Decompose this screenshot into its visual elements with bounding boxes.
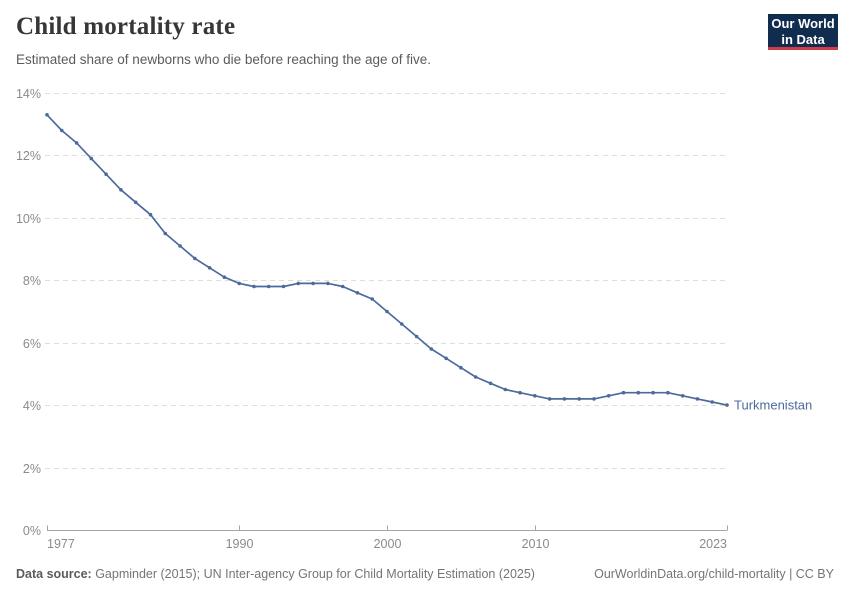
- y-tick-label: 12%: [16, 149, 41, 163]
- data-point[interactable]: [400, 322, 404, 326]
- y-tick-label: 6%: [23, 337, 41, 351]
- data-point[interactable]: [281, 284, 286, 289]
- data-point[interactable]: [193, 256, 197, 261]
- data-point[interactable]: [133, 200, 138, 205]
- y-tick-label: 4%: [23, 399, 41, 413]
- data-point[interactable]: [163, 231, 168, 236]
- data-point[interactable]: [266, 284, 271, 289]
- data-point[interactable]: [45, 113, 49, 117]
- data-point[interactable]: [340, 284, 345, 289]
- data-point[interactable]: [74, 141, 79, 145]
- data-point[interactable]: [385, 309, 389, 314]
- data-point[interactable]: [636, 390, 641, 395]
- x-tick-label: 1990: [226, 537, 254, 551]
- data-point[interactable]: [695, 397, 700, 401]
- data-source-text: Gapminder (2015); UN Inter-agency Group …: [91, 567, 535, 581]
- y-tick-label: 0%: [23, 524, 41, 538]
- chart-subtitle: Estimated share of newborns who die befo…: [16, 52, 431, 67]
- data-point[interactable]: [680, 394, 685, 398]
- data-point[interactable]: [444, 356, 448, 361]
- x-tick-label: 2000: [374, 537, 402, 551]
- x-tick-label: 2010: [522, 537, 550, 551]
- data-point[interactable]: [488, 381, 493, 386]
- data-point[interactable]: [148, 212, 153, 217]
- data-point[interactable]: [503, 387, 508, 392]
- data-point[interactable]: [296, 281, 301, 286]
- owid-logo[interactable]: Our World in Data: [768, 14, 838, 50]
- data-point[interactable]: [592, 397, 596, 401]
- owid-logo-line2: in Data: [781, 31, 825, 47]
- footer-license-link[interactable]: OurWorldinData.org/child-mortality | CC …: [594, 567, 834, 581]
- data-source-note: Data source: Gapminder (2015); UN Inter-…: [16, 567, 535, 581]
- data-point[interactable]: [178, 244, 182, 248]
- data-point[interactable]: [547, 397, 552, 401]
- data-point[interactable]: [355, 291, 360, 295]
- data-point[interactable]: [252, 284, 256, 289]
- x-tick-label: 2023: [699, 537, 727, 551]
- data-point[interactable]: [414, 334, 419, 339]
- data-point[interactable]: [651, 390, 655, 395]
- owid-logo-line1: Our World: [771, 16, 835, 31]
- data-point[interactable]: [606, 394, 611, 398]
- data-point[interactable]: [60, 128, 64, 133]
- page-title: Child mortality rate: [16, 13, 236, 40]
- x-tick-label: 1977: [47, 537, 75, 551]
- data-source-label: Data source:: [16, 567, 92, 581]
- data-point[interactable]: [311, 281, 315, 286]
- data-point[interactable]: [429, 347, 434, 351]
- data-point[interactable]: [104, 172, 108, 176]
- data-point[interactable]: [710, 400, 714, 404]
- data-point[interactable]: [370, 297, 375, 301]
- data-point[interactable]: [89, 156, 94, 161]
- data-point[interactable]: [119, 188, 123, 192]
- y-tick-label: 8%: [23, 274, 41, 288]
- data-point[interactable]: [533, 394, 537, 398]
- y-tick-label: 14%: [16, 87, 41, 101]
- data-point[interactable]: [222, 275, 227, 280]
- data-point[interactable]: [518, 390, 522, 395]
- data-point[interactable]: [207, 266, 212, 270]
- y-tick-label: 10%: [16, 212, 41, 226]
- data-point[interactable]: [621, 390, 626, 395]
- data-point[interactable]: [326, 281, 330, 286]
- data-point[interactable]: [725, 403, 729, 407]
- entity-label[interactable]: Turkmenistan: [734, 398, 812, 413]
- data-point[interactable]: [459, 365, 463, 370]
- data-point[interactable]: [666, 390, 670, 395]
- data-point[interactable]: [562, 397, 567, 401]
- data-point[interactable]: [577, 397, 581, 401]
- data-point[interactable]: [237, 281, 241, 286]
- data-point[interactable]: [473, 375, 478, 379]
- y-tick-label: 2%: [23, 462, 41, 476]
- data-series-line[interactable]: [46, 113, 728, 406]
